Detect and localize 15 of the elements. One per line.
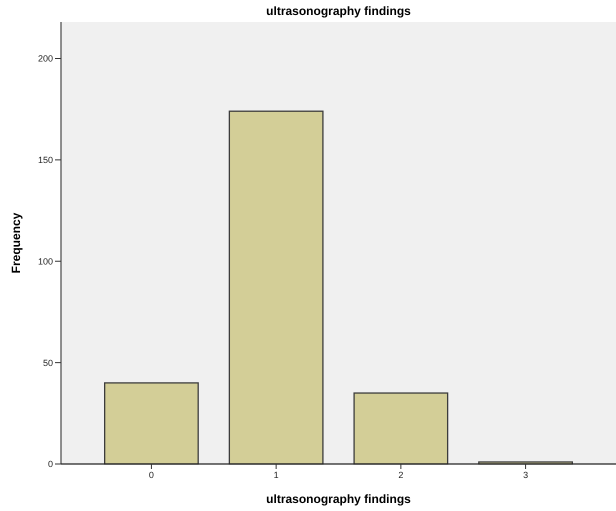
y-tick-label: 0	[48, 459, 53, 470]
bar	[104, 382, 199, 465]
y-tick-label: 200	[38, 54, 53, 64]
x-tick-label: 2	[398, 470, 404, 480]
y-axis-title: Frequency	[9, 212, 23, 274]
x-tick-label: 3	[523, 470, 528, 480]
bar	[353, 392, 448, 465]
x-axis-title: ultrasonography findings	[266, 492, 412, 506]
y-tick-label: 100	[38, 256, 53, 266]
bar	[228, 110, 324, 465]
x-tick-label: 0	[148, 470, 154, 480]
chart-title: ultrasonography findings	[266, 4, 412, 18]
x-tick-label: 1	[274, 470, 279, 480]
y-tick-label: 150	[38, 155, 53, 166]
y-tick-label: 50	[42, 358, 53, 368]
